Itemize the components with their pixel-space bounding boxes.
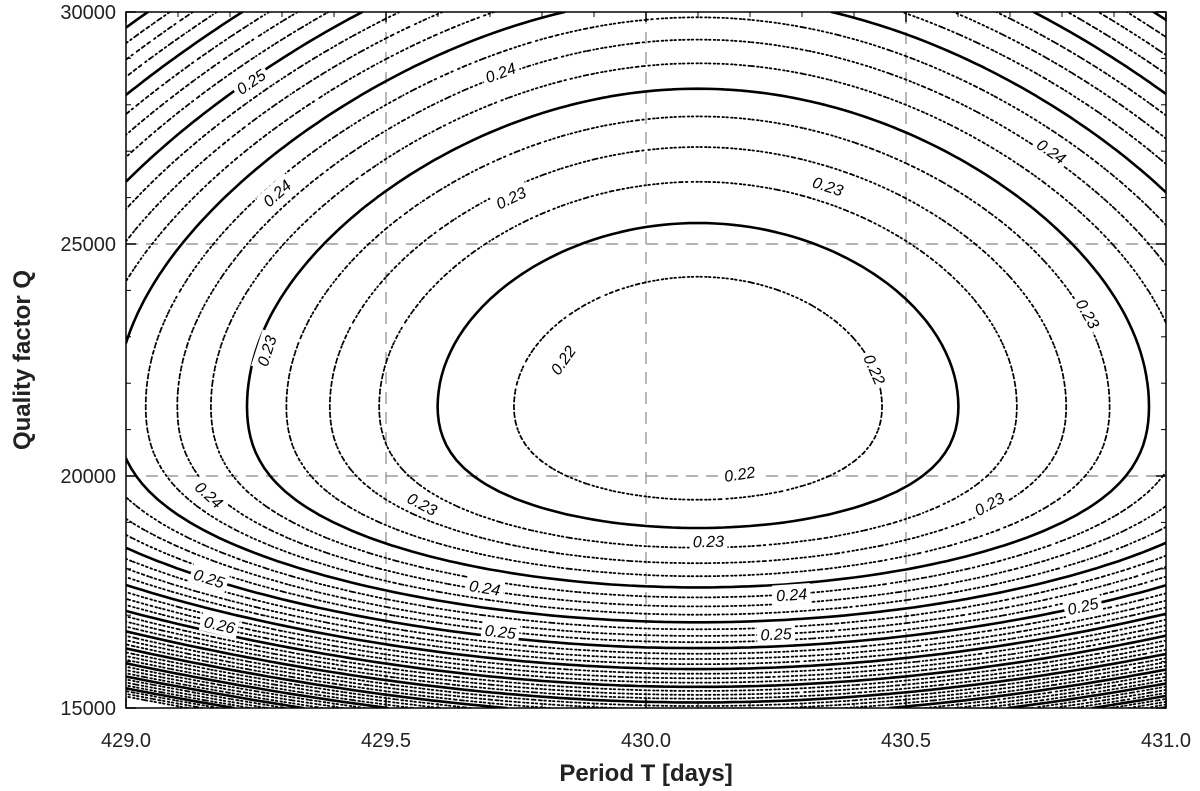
contour-label: 0.23 (967, 485, 1011, 522)
contour-label-text: 0.25 (760, 626, 792, 644)
x-tick-label: 431.0 (1141, 730, 1191, 752)
contour-label-bg (480, 619, 521, 644)
contour-label-bg (756, 622, 796, 645)
contour-line-major (436, 221, 960, 530)
contour-line-minor (126, 12, 1166, 692)
contour-label: 0.24 (255, 172, 298, 214)
contour-label: 0.22 (719, 460, 760, 487)
contour-line-major (126, 12, 1166, 624)
contour-line-minor (378, 180, 1018, 549)
contour-label: 0.25 (1062, 591, 1104, 620)
contour-line-major (126, 630, 1166, 704)
contour-label: 0.23 (489, 180, 533, 215)
contour-line-minor (513, 275, 883, 501)
contour-label-bg (858, 347, 892, 391)
contour-label-bg (188, 474, 230, 515)
y-axis-title: Quality factor Q (9, 270, 36, 450)
y-tick-label: 20000 (60, 466, 116, 488)
contour-line-minor (126, 635, 1166, 707)
contour-label-bg (251, 329, 282, 372)
contour-label-text: 0.25 (1066, 596, 1100, 619)
contour-line-minor (126, 12, 1166, 655)
contour-label-text: 0.24 (776, 586, 808, 605)
contour-label-text: 0.24 (483, 60, 518, 87)
contour-line-minor (126, 12, 1166, 644)
contour-label: 0.22 (858, 347, 892, 391)
contour-label-text: 0.23 (693, 534, 724, 551)
contour-line-minor (126, 620, 1166, 696)
contour-line-minor (144, 16, 1166, 616)
contour-label-bg (464, 574, 506, 601)
contour-line-minor (126, 12, 1166, 665)
axis-ticks: 429.0 429.5 430.0 430.5 431.0 15000 20000 25000… (60, 2, 1191, 752)
y-tick-label: 30000 (60, 2, 116, 24)
contour-label-bg (1062, 591, 1104, 620)
contour-label: 0.23 (806, 170, 850, 202)
contour-label-bg (771, 582, 812, 606)
contour-label-bg (255, 172, 298, 214)
contour-label: 0.23 (400, 486, 444, 522)
contour-line-minor (126, 12, 1166, 637)
contour-line-minor (126, 12, 1166, 631)
contour-label-text: 0.23 (810, 175, 845, 201)
x-tick-label: 429.0 (101, 730, 151, 752)
x-tick-label: 429.5 (361, 730, 411, 752)
contour-label: 0.25 (756, 622, 796, 645)
y-tick-label: 15000 (60, 698, 116, 720)
contour-label-bg (806, 170, 850, 202)
y-tick-label: 25000 (60, 234, 116, 256)
contour-label-bg (489, 180, 533, 215)
contour-line-minor (126, 690, 219, 708)
contour-line-minor (126, 672, 1166, 708)
contour-label: 0.23 (689, 530, 728, 552)
contour-label-bg (198, 610, 241, 639)
x-axis-title: Period T [days] (559, 760, 732, 787)
contour-label: 0.26 (198, 610, 241, 639)
contour-label: 0.24 (464, 574, 506, 601)
contour-label: 0.22 (543, 338, 582, 382)
contour-label-bg (967, 485, 1011, 522)
contour-label-bg (188, 562, 231, 594)
contour-label-text: 0.25 (191, 567, 226, 593)
contour-label-bg (719, 460, 760, 487)
x-tick-label: 430.0 (621, 730, 671, 752)
contour-line-minor (126, 625, 1166, 700)
contour-label: 0.24 (188, 474, 230, 515)
contour-label: 0.24 (771, 582, 812, 606)
contour-line-minor (328, 146, 1068, 565)
contour-label: 0.25 (188, 562, 231, 594)
contour-line-minor (126, 665, 1166, 708)
contour-label-text: 0.26 (202, 614, 236, 637)
contour-lines (126, 12, 1166, 708)
contour-label-bg (479, 56, 522, 89)
contour-label-bg (229, 62, 273, 101)
contour-line-minor (126, 693, 204, 708)
contour-label-bg (1069, 292, 1107, 336)
contour-label-text: 0.24 (468, 578, 502, 600)
contour-line-minor (126, 681, 1166, 708)
contour-line-minor (126, 12, 1166, 684)
contour-label: 0.23 (1069, 292, 1107, 336)
contour-label-text: 0.22 (723, 464, 756, 486)
contour-line-major (245, 87, 1151, 589)
contour-label: 0.24 (479, 56, 522, 89)
contour-line-minor (210, 62, 1166, 599)
contour-line-minor (126, 12, 1166, 660)
contour-label-bg (689, 530, 728, 552)
contour-label: 0.25 (480, 619, 521, 644)
contour-label-text: 0.25 (484, 623, 517, 643)
contour-line-major (126, 12, 1166, 689)
x-tick-label: 430.5 (881, 730, 931, 752)
contour-line-minor (126, 651, 1166, 708)
contour-label-text: 0.22 (859, 352, 887, 387)
contour-line-major (126, 662, 1166, 708)
contour-label-bg (1030, 132, 1073, 171)
contour-label-bg (400, 486, 444, 522)
contour-line-major (126, 12, 1166, 671)
contour-label: 0.24 (1030, 132, 1073, 171)
contour-label-bg (543, 338, 582, 382)
